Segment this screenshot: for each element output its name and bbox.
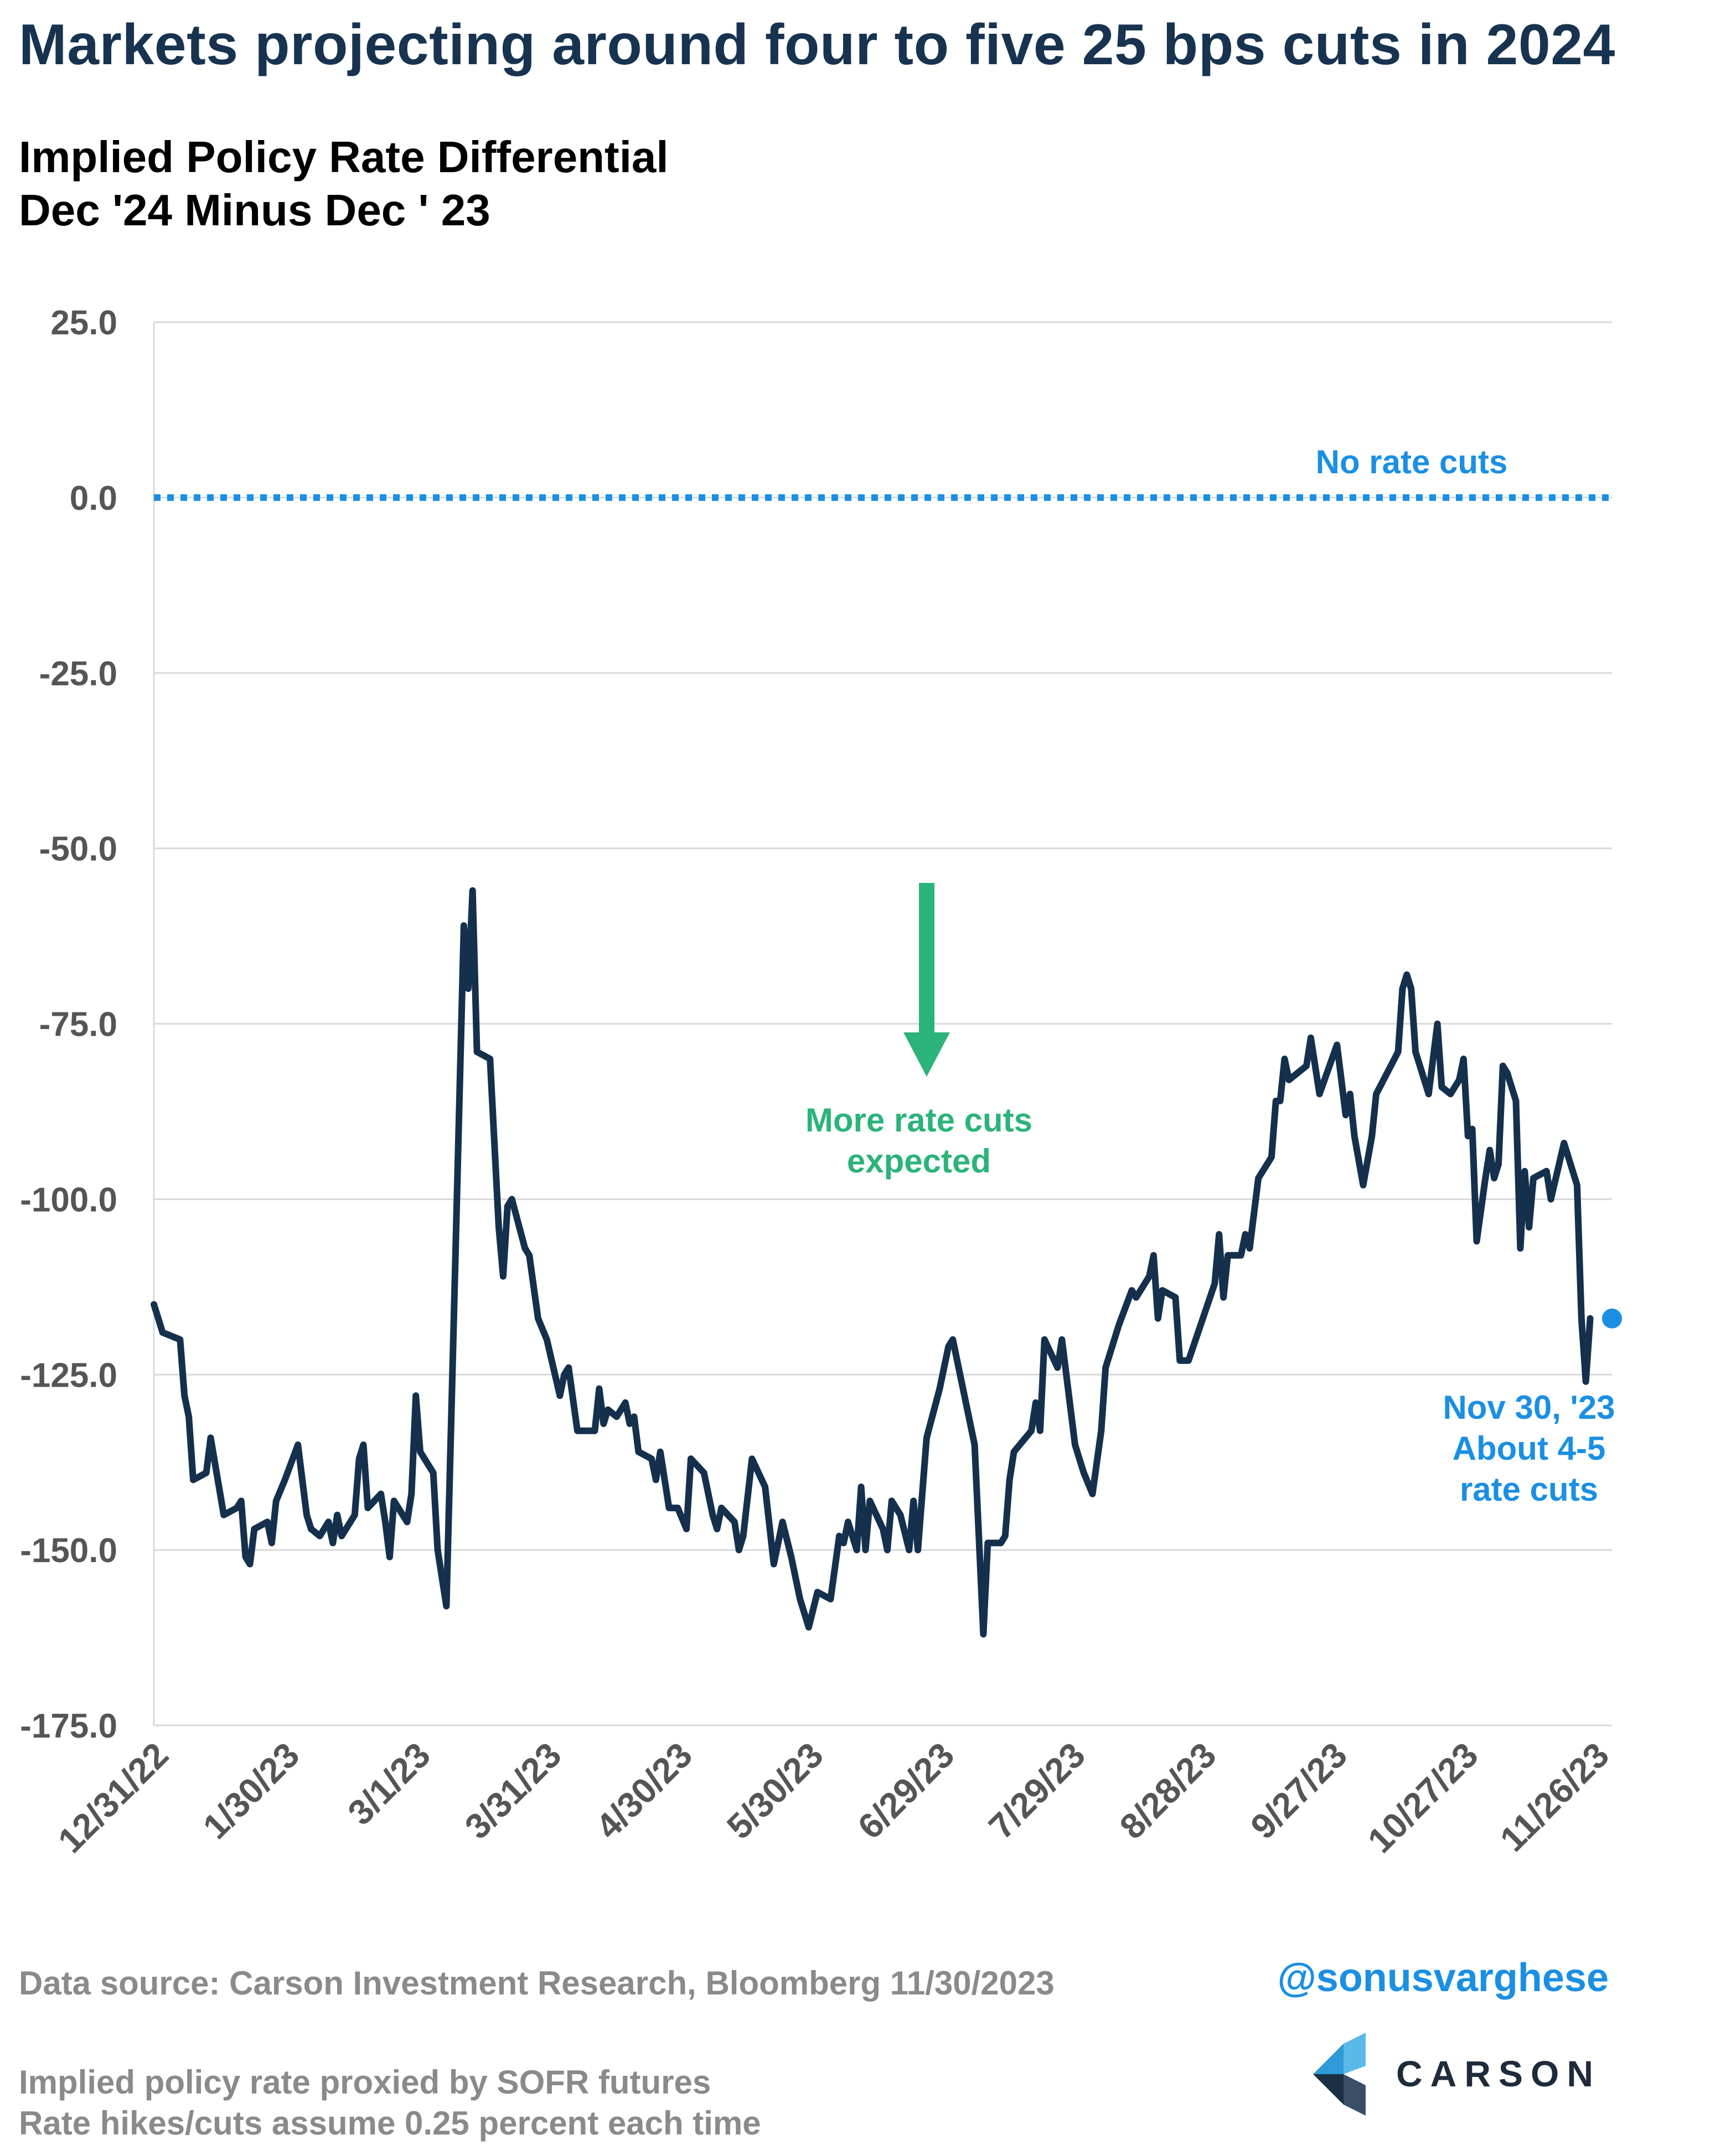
chart-title: Markets projecting around four to five 2… (19, 13, 1615, 77)
x-tick-label: 3/1/23 (340, 1735, 438, 1833)
endpoint-label-line-1: Nov 30, '23 (1443, 1389, 1615, 1426)
x-tick-label: 12/31/22 (50, 1735, 176, 1860)
y-tick-label: -50.0 (39, 830, 117, 869)
subtitle-line-1: Implied Policy Rate Differential (19, 132, 669, 182)
arrow-head (903, 1032, 950, 1077)
carson-logo-text: CARSON (1396, 2053, 1601, 2094)
y-tick-label: -175.0 (20, 1707, 117, 1745)
line-chart: 25.0 0.0 -25.0 -50.0 -75.0 -100.0 -125.0 -150.0… (20, 304, 1622, 1860)
subtitle-line-2: Dec '24 Minus Dec ' 23 (19, 185, 490, 235)
y-tick-label: -125.0 (20, 1356, 117, 1394)
endpoint-label-line-3: rate cuts (1460, 1471, 1598, 1508)
grid-lines (153, 321, 1612, 1727)
x-tick-label: 4/30/23 (588, 1735, 700, 1847)
arrow-text-line-2: expected (847, 1143, 991, 1180)
arrow-shaft (919, 883, 934, 1032)
arrow-text-line-1: More rate cuts (805, 1102, 1032, 1139)
methodology-line-2: Rate hikes/cuts assume 0.25 percent each… (19, 2105, 761, 2142)
endpoint-label-line-2: About 4-5 (1453, 1430, 1606, 1467)
y-tick-label: -100.0 (20, 1181, 117, 1219)
x-tick-label: 9/27/23 (1243, 1735, 1355, 1847)
y-tick-label: -150.0 (20, 1532, 117, 1570)
x-tick-label: 1/30/23 (195, 1735, 307, 1847)
chart-subtitle: Implied Policy Rate Differential Dec '24… (19, 131, 669, 237)
x-tick-label: 7/29/23 (981, 1735, 1093, 1847)
methodology-note: Implied policy rate proxied by SOFR futu… (19, 2062, 761, 2144)
x-tick-labels: 12/31/22 1/30/23 3/1/23 3/31/23 4/30/23 5/30/… (50, 1735, 1617, 1860)
endpoint-marker (1602, 1308, 1622, 1329)
carson-logo-mark-icon (1313, 2033, 1366, 2116)
twitter-handle: @sonusvarghese (1277, 1956, 1609, 2000)
series-line-implied-rate-differential (151, 887, 1594, 1638)
x-tick-label: 5/30/23 (719, 1735, 831, 1847)
y-tick-label: 0.0 (70, 479, 117, 518)
data-source-note: Data source: Carson Investment Research,… (19, 1965, 1055, 2002)
y-tick-label: -75.0 (39, 1006, 117, 1044)
x-tick-label: 6/29/23 (850, 1735, 962, 1847)
y-tick-label: 25.0 (50, 304, 117, 342)
x-tick-label: 3/31/23 (457, 1735, 569, 1847)
methodology-line-1: Implied policy rate proxied by SOFR futu… (19, 2064, 711, 2101)
x-tick-label: 11/26/23 (1492, 1735, 1617, 1859)
y-tick-labels: 25.0 0.0 -25.0 -50.0 -75.0 -100.0 -125.0 -150.0… (20, 304, 117, 1745)
carson-logo: CARSON (1313, 2033, 1623, 2116)
no-rate-cuts-label: No rate cuts (1316, 443, 1508, 480)
x-tick-label: 8/28/23 (1112, 1735, 1224, 1847)
more-cuts-arrow (903, 883, 950, 1077)
x-tick-label: 10/27/23 (1360, 1735, 1486, 1860)
y-tick-label: -25.0 (39, 655, 117, 693)
